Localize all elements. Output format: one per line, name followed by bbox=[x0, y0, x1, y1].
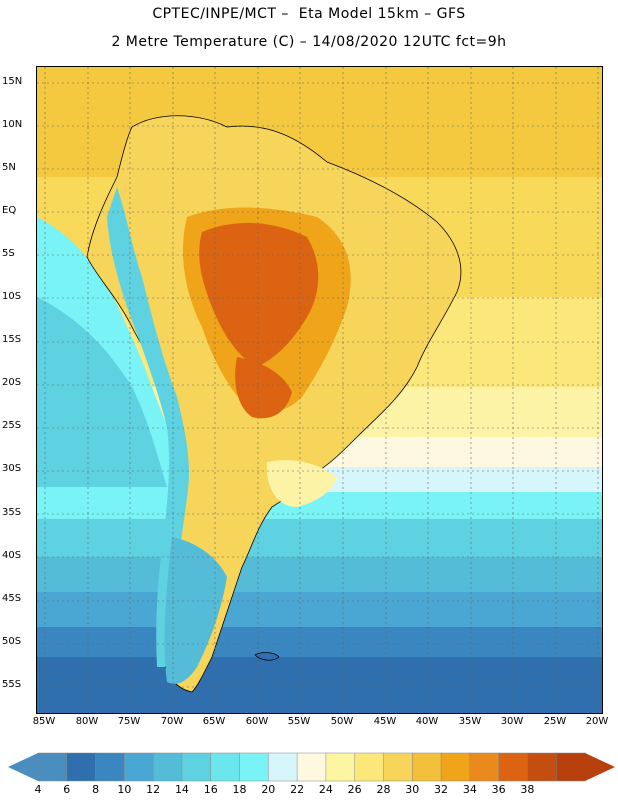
colorbar-tick-label: 22 bbox=[290, 783, 305, 796]
colorbar-over-arrow bbox=[585, 753, 615, 781]
lon-label: 70W bbox=[160, 716, 184, 727]
lat-label: 20S bbox=[2, 377, 22, 388]
lat-label: 10N bbox=[2, 119, 23, 130]
lat-label: 10S bbox=[2, 291, 22, 302]
lon-label: 25W bbox=[543, 716, 567, 727]
colorbar bbox=[8, 752, 615, 782]
lat-label: EQ bbox=[2, 205, 17, 216]
colorbar-tick-label: 20 bbox=[261, 783, 276, 796]
colorbar-tick-label: 8 bbox=[92, 783, 100, 796]
lat-label: 15S bbox=[2, 334, 22, 345]
lon-label: 60W bbox=[245, 716, 269, 727]
colorbar-segment bbox=[498, 752, 529, 782]
lat-label: 30S bbox=[2, 463, 22, 474]
southeast-mild bbox=[266, 460, 337, 507]
map-panel bbox=[36, 66, 603, 714]
colorbar-tick-label: 30 bbox=[405, 783, 420, 796]
colorbar-tick-label: 28 bbox=[376, 783, 391, 796]
temp-band-6 bbox=[37, 657, 602, 713]
colorbar-segment bbox=[37, 752, 68, 782]
colorbar-segment bbox=[469, 752, 500, 782]
colorbar-segment bbox=[440, 752, 471, 782]
colorbar-tick-label: 18 bbox=[232, 783, 247, 796]
graticule bbox=[37, 67, 602, 713]
patagonia-cool bbox=[164, 537, 227, 684]
lat-label: 55S bbox=[2, 679, 22, 690]
hot-core-south bbox=[235, 357, 292, 419]
colorbar-tick-label: 26 bbox=[347, 783, 362, 796]
lat-label: 15N bbox=[2, 76, 23, 87]
colorbar-segment bbox=[412, 752, 442, 782]
colorbar-segment bbox=[210, 752, 241, 782]
colorbar-tick-label: 36 bbox=[491, 783, 506, 796]
lon-label: 55W bbox=[287, 716, 311, 727]
colorbar-tick-label: 14 bbox=[174, 783, 189, 796]
colorbar-under-arrow bbox=[8, 753, 38, 781]
temperature-map bbox=[37, 67, 602, 713]
colorbar-segment bbox=[354, 752, 385, 782]
colorbar-segment bbox=[555, 752, 586, 782]
colorbar-tick-label: 10 bbox=[117, 783, 132, 796]
colorbar-segment bbox=[239, 752, 270, 782]
colorbar-tick-label: 6 bbox=[63, 783, 71, 796]
lat-label: 45S bbox=[2, 593, 22, 604]
lat-label: 40S bbox=[2, 550, 22, 561]
colorbar-segment bbox=[527, 752, 557, 782]
lat-label: 25S bbox=[2, 420, 22, 431]
lon-label: 45W bbox=[373, 716, 397, 727]
colorbar-segment bbox=[268, 752, 298, 782]
lon-label: 30W bbox=[500, 716, 524, 727]
colorbar-tick-label: 16 bbox=[203, 783, 218, 796]
colorbar-segment bbox=[181, 752, 212, 782]
colorbar-tick-label: 38 bbox=[520, 783, 535, 796]
colorbar-tick-label: 4 bbox=[34, 783, 42, 796]
colorbar-tick-label: 32 bbox=[434, 783, 449, 796]
colorbar-segment bbox=[95, 752, 126, 782]
lon-label: 40W bbox=[415, 716, 439, 727]
lat-label: 5N bbox=[2, 162, 16, 173]
falklands-island bbox=[254, 652, 280, 661]
lon-label: 85W bbox=[32, 716, 56, 727]
temp-band-16 bbox=[37, 519, 602, 564]
colorbar-segment bbox=[66, 752, 97, 782]
lon-label: 35W bbox=[458, 716, 482, 727]
pacific-cool-tongue-2 bbox=[37, 297, 167, 487]
colorbar-segment bbox=[152, 752, 183, 782]
colorbar-tick-label: 24 bbox=[318, 783, 333, 796]
title-line-2: 2 Metre Temperature (C) – 14/08/2020 12U… bbox=[111, 34, 507, 50]
andes-cool bbox=[107, 187, 189, 667]
lon-label: 50W bbox=[330, 716, 354, 727]
lat-label: 5S bbox=[2, 248, 15, 259]
lon-label: 80W bbox=[75, 716, 99, 727]
lon-label: 65W bbox=[202, 716, 226, 727]
hot-core-36 bbox=[199, 222, 319, 367]
colorbar-segment bbox=[383, 752, 414, 782]
lat-label: 35S bbox=[2, 507, 22, 518]
colorbar-segment bbox=[325, 752, 356, 782]
lon-label: 75W bbox=[117, 716, 141, 727]
colorbar-segment bbox=[124, 752, 154, 782]
colorbar-segment bbox=[296, 752, 327, 782]
title-line-1: CPTEC/INPE/MCT – Eta Model 15km – GFS bbox=[152, 6, 466, 22]
colorbar-tick-label: 34 bbox=[462, 783, 477, 796]
lat-label: 50S bbox=[2, 636, 22, 647]
lon-label: 20W bbox=[585, 716, 609, 727]
colorbar-tick-label: 12 bbox=[146, 783, 161, 796]
